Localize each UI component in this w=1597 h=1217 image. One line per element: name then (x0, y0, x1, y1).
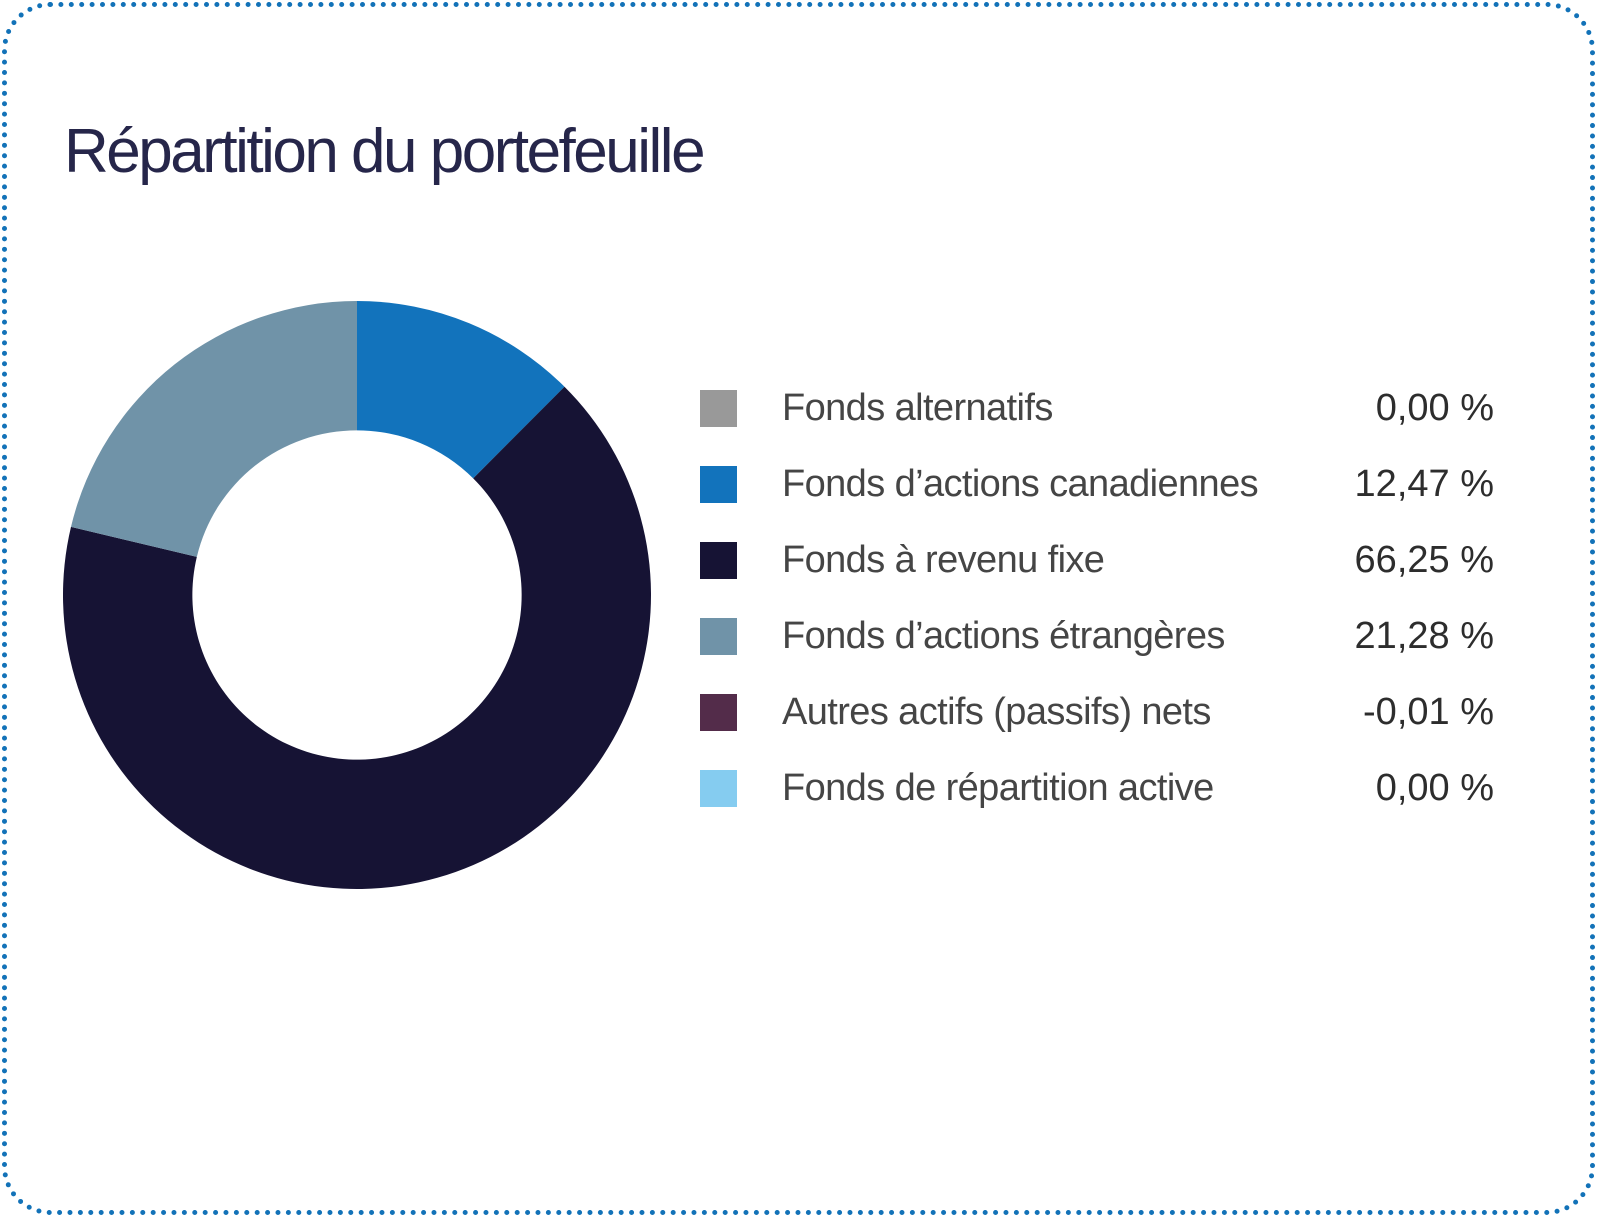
legend-value: 66,25 % (1354, 539, 1494, 581)
legend-item-fonds-revenu-fixe: Fonds à revenu fixe 66,25 % (700, 522, 1494, 598)
page-title: Répartition du portefeuille (64, 117, 706, 186)
donut-segment-1 (357, 301, 565, 479)
legend-swatch (700, 769, 737, 807)
legend-swatch (700, 465, 737, 503)
chart-legend: Fonds alternatifs 0,00 % Fonds d’actions… (700, 370, 1494, 826)
legend-label: Fonds d’actions étrangères (782, 615, 1225, 657)
legend-item-fonds-alternatifs: Fonds alternatifs 0,00 % (700, 370, 1494, 446)
legend-label: Fonds alternatifs (782, 387, 1053, 429)
legend-value: 21,28 % (1354, 615, 1494, 657)
legend-label: Fonds de répartition active (782, 767, 1214, 809)
legend-item-fonds-repartition-active: Fonds de répartition active 0,00 % (700, 750, 1494, 826)
donut-segment-2 (63, 386, 651, 889)
legend-value: 0,00 % (1375, 767, 1494, 809)
legend-value: 0,00 % (1375, 387, 1494, 429)
legend-label: Autres actifs (passifs) nets (782, 691, 1211, 733)
legend-item-fonds-actions-etrangeres: Fonds d’actions étrangères 21,28 % (700, 598, 1494, 674)
portfolio-donut-chart (63, 301, 651, 889)
legend-value: 12,47 % (1354, 463, 1494, 505)
legend-item-autres-actifs-passifs-nets: Autres actifs (passifs) nets -0,01 % (700, 674, 1494, 750)
legend-swatch (700, 541, 737, 579)
donut-segment-3 (70, 301, 358, 557)
legend-swatch (700, 389, 737, 427)
legend-item-fonds-actions-canadiennes: Fonds d’actions canadiennes 12,47 % (700, 446, 1494, 522)
donut-chart-svg (63, 301, 651, 889)
legend-swatch (700, 617, 737, 655)
legend-value: -0,01 % (1363, 691, 1494, 733)
legend-swatch (700, 693, 737, 731)
legend-label: Fonds d’actions canadiennes (782, 463, 1259, 505)
legend-label: Fonds à revenu fixe (782, 539, 1105, 581)
